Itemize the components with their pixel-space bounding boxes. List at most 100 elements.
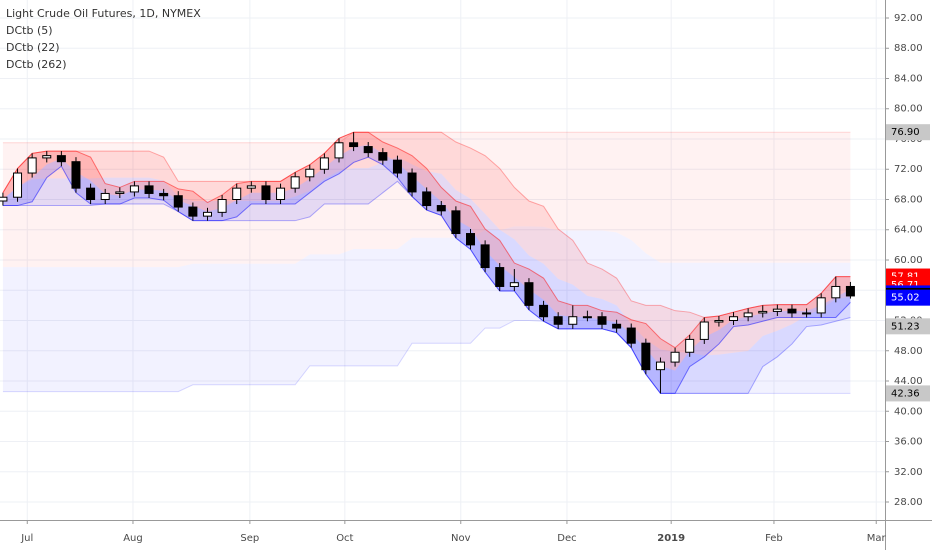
x-tick-label: Feb xyxy=(765,533,783,544)
price-label: 76.90 xyxy=(891,127,920,138)
candle-body xyxy=(466,233,476,246)
y-tick-label: 36.00 xyxy=(894,437,923,448)
candle-body xyxy=(729,316,739,322)
y-tick-label: 48.00 xyxy=(894,346,923,357)
price-label-box xyxy=(886,124,930,141)
price-label: 42.36 xyxy=(891,388,920,399)
y-tick-label: 68.00 xyxy=(894,194,923,205)
candle-body xyxy=(802,312,812,315)
legend-entry: DCtb (5) xyxy=(6,24,53,37)
candle-body xyxy=(0,196,8,202)
candle-body xyxy=(129,185,139,193)
channel-lower-area xyxy=(2,156,851,394)
x-tick-label: Dec xyxy=(557,533,576,544)
candle-body xyxy=(202,211,212,217)
x-tick-label: Oct xyxy=(336,533,353,544)
candle-body xyxy=(173,195,183,208)
candle-body xyxy=(436,205,446,212)
candle-body xyxy=(772,308,782,312)
channel-lower-line xyxy=(2,320,851,394)
candle-body xyxy=(159,192,169,197)
candle-body xyxy=(42,155,52,159)
x-tick-label: Jul xyxy=(20,533,33,544)
x-tick-label: Nov xyxy=(451,533,471,544)
candle-body xyxy=(305,168,315,178)
y-tick-label: 32.00 xyxy=(894,467,923,478)
candle-body xyxy=(568,316,578,325)
y-tick-label: 40.00 xyxy=(894,406,923,417)
channel-upper-line xyxy=(2,131,851,349)
candle-body xyxy=(451,210,461,235)
channel-lower-area xyxy=(2,226,851,394)
x-tick-label: Sep xyxy=(240,533,259,544)
candle-body xyxy=(699,321,709,340)
candle-body xyxy=(217,198,227,213)
x-tick-label: Aug xyxy=(123,533,143,544)
price-label: 51.23 xyxy=(891,321,920,332)
candle-body xyxy=(539,304,549,318)
candle-body xyxy=(422,191,432,207)
candle-body xyxy=(276,187,286,200)
legend: Light Crude Oil Futures, 1D, NYMEX DCtb … xyxy=(6,7,201,71)
y-tick-label: 80.00 xyxy=(894,104,923,115)
channel-upper-line xyxy=(2,131,851,318)
candle-body xyxy=(816,297,826,314)
candle-body xyxy=(13,172,23,198)
candle-body xyxy=(232,187,242,200)
candle-body xyxy=(714,320,724,323)
candle-body xyxy=(495,267,505,287)
y-tick-label: 88.00 xyxy=(894,43,923,54)
y-tick-label: 64.00 xyxy=(894,225,923,236)
candle-body xyxy=(582,316,592,319)
candle-body xyxy=(71,161,81,189)
candle-body xyxy=(626,327,636,344)
candle-body xyxy=(319,157,329,170)
channel-upper-area xyxy=(2,132,851,356)
legend-entry: DCtb (262) xyxy=(6,58,67,71)
price-label: 56.71 xyxy=(891,280,920,291)
candle-body xyxy=(115,191,125,194)
y-tick-label: 60.00 xyxy=(894,255,923,266)
candle-body xyxy=(86,187,96,200)
candle-body xyxy=(407,172,417,193)
channel-upper-area xyxy=(2,132,851,371)
candle-body xyxy=(597,316,607,325)
candle-body xyxy=(246,185,256,189)
plot-area xyxy=(0,0,885,520)
candle-body xyxy=(845,285,855,297)
price-label: 55.02 xyxy=(891,293,920,304)
legend-entry: DCtb (22) xyxy=(6,41,60,54)
y-tick-label: 92.00 xyxy=(894,13,923,24)
y-tick-label: 44.00 xyxy=(894,376,923,387)
candle-body xyxy=(655,361,665,371)
chart-title: Light Crude Oil Futures, 1D, NYMEX xyxy=(6,7,201,20)
x-tick-label: Mar xyxy=(867,533,887,544)
candle-body xyxy=(290,176,300,189)
y-tick-label: 28.00 xyxy=(894,497,923,508)
y-tick-label: 72.00 xyxy=(894,164,923,175)
candle-body xyxy=(100,192,110,200)
candle-body xyxy=(392,159,402,174)
candle-body xyxy=(334,142,344,159)
channel-upper-line xyxy=(2,131,851,144)
candle-body xyxy=(553,316,563,325)
candle-body xyxy=(261,185,271,200)
y-tick-label: 84.00 xyxy=(894,73,923,84)
candle-body xyxy=(787,308,797,314)
candle-body xyxy=(378,152,388,161)
candle-body xyxy=(685,338,695,353)
candle-body xyxy=(524,282,534,306)
price-label-box xyxy=(886,318,930,335)
candle-body xyxy=(758,310,768,314)
candle-body xyxy=(509,282,519,287)
candle-body xyxy=(349,142,359,148)
candle-body xyxy=(480,244,490,269)
price-label-box xyxy=(886,385,930,402)
candle-body xyxy=(743,312,753,318)
price-label-box xyxy=(886,289,930,306)
candle-body xyxy=(188,206,198,217)
candle-body xyxy=(56,155,66,163)
candle-body xyxy=(831,285,841,299)
